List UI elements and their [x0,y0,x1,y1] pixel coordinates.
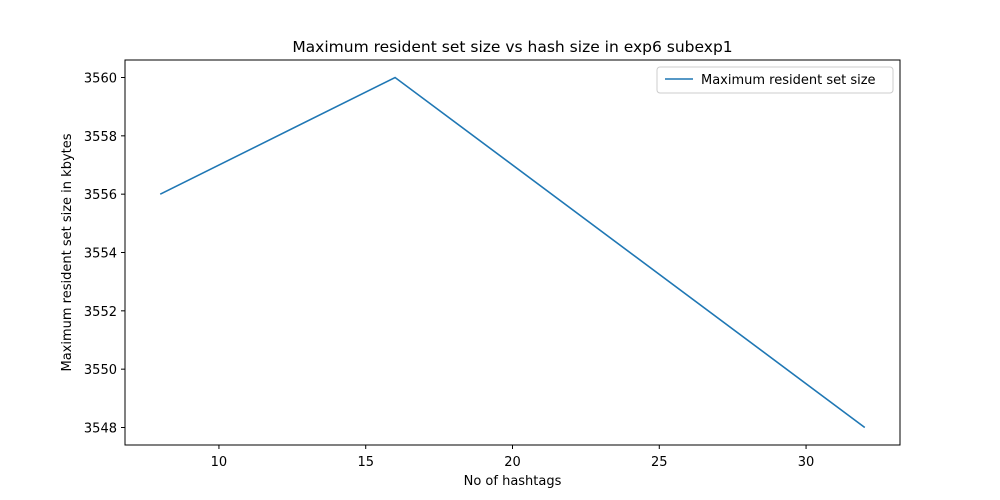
x-axis: 10 15 20 25 30 [211,445,815,470]
y-tick-label: 3554 [84,247,117,262]
x-tick-label: 15 [357,455,374,470]
y-tick-label: 3552 [84,305,117,320]
plot-area [124,59,901,446]
y-tick-label: 3550 [84,363,117,378]
x-tick-label: 10 [211,455,228,470]
legend: Maximum resident set size [656,66,894,94]
y-tick-label: 3556 [84,188,117,203]
y-axis-label: Maximum resident set size in kbytes [60,133,75,371]
legend-entry-label: Maximum resident set size [701,73,876,88]
y-axis: 3548 3550 3552 3554 3556 3558 3560 [84,72,125,437]
x-axis-label: No of hashtags [464,474,562,489]
x-tick-label: 25 [651,455,668,470]
x-tick-label: 20 [504,455,521,470]
y-tick-label: 3558 [84,130,117,145]
x-tick-label: 30 [798,455,815,470]
y-tick-label: 3560 [84,72,117,87]
chart-title: Maximum resident set size vs hash size i… [292,38,732,56]
series-layer [159,76,866,429]
legend-box [656,66,894,94]
series-line [159,76,866,429]
y-tick-label: 3548 [84,422,117,437]
